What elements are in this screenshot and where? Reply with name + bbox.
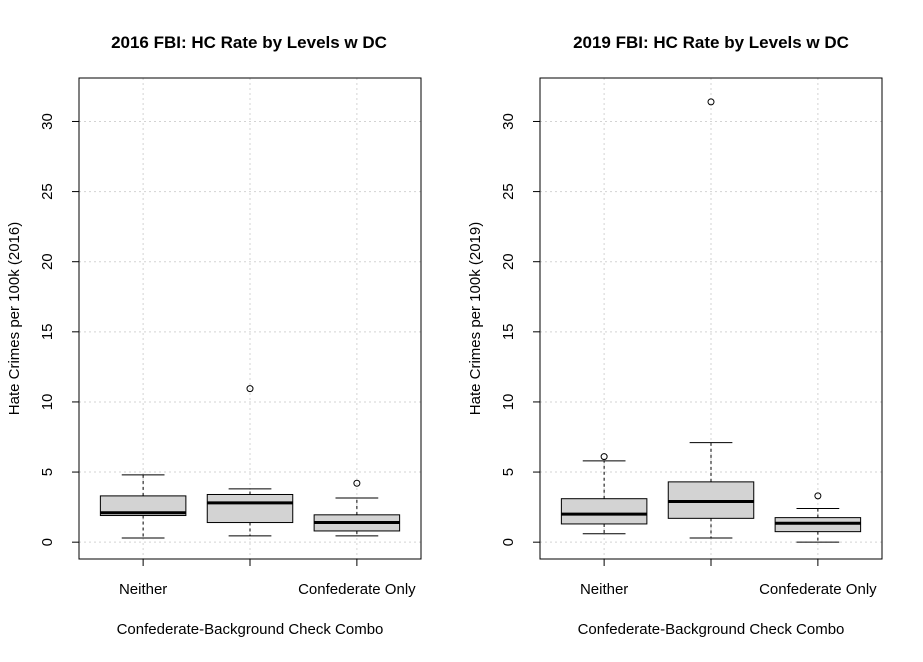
box-1 xyxy=(99,474,187,539)
box-body xyxy=(99,495,187,517)
box-2 xyxy=(206,385,294,537)
box-2 xyxy=(667,98,755,539)
box-body xyxy=(206,493,294,524)
outlier-point xyxy=(707,98,715,106)
box-1 xyxy=(560,453,648,535)
box-3 xyxy=(313,479,401,537)
y-tick-label: 20 xyxy=(39,253,56,270)
y-tick-label: 30 xyxy=(500,113,517,130)
y-tick-label: 20 xyxy=(500,253,517,270)
y-tick-label: 30 xyxy=(39,113,56,130)
y-tick-label: 25 xyxy=(39,183,56,200)
outlier-point xyxy=(814,492,822,500)
box-3 xyxy=(774,492,862,543)
chart-title: 2016 FBI: HC Rate by Levels w DC xyxy=(111,33,387,52)
y-tick-label: 0 xyxy=(39,538,56,546)
x-tick-label: Neither xyxy=(580,581,628,598)
y-tick-label: 15 xyxy=(39,323,56,340)
x-axis-label: Confederate-Background Check Combo xyxy=(117,621,384,638)
x-tick-label: Neither xyxy=(119,581,167,598)
outlier-point xyxy=(353,479,361,487)
panel-1: 0 5 10 15 20 25 30 Neither Confederate Only 2016 … xyxy=(6,33,422,638)
y-tick-label: 10 xyxy=(39,394,56,411)
y-tick-label: 5 xyxy=(500,468,517,476)
y-axis-label: Hate Crimes per 100k (2019) xyxy=(467,222,484,415)
panel-2: 0 5 10 15 20 25 30 Neither Confederate Only 2019 … xyxy=(467,33,883,638)
y-axis-label: Hate Crimes per 100k (2016) xyxy=(6,222,23,415)
y-tick-label: 15 xyxy=(500,323,517,340)
x-axis-label: Confederate-Background Check Combo xyxy=(578,621,845,638)
chart-title: 2019 FBI: HC Rate by Levels w DC xyxy=(573,33,849,52)
x-tick-label: Confederate Only xyxy=(759,581,877,598)
y-tick-label: 0 xyxy=(500,538,517,546)
outlier-point xyxy=(600,453,608,461)
box-body xyxy=(560,498,648,525)
x-tick-label: Confederate Only xyxy=(298,581,416,598)
y-tick-label: 5 xyxy=(39,468,56,476)
y-tick-label: 25 xyxy=(500,183,517,200)
outlier-point xyxy=(246,385,254,393)
y-tick-label: 10 xyxy=(500,394,517,411)
